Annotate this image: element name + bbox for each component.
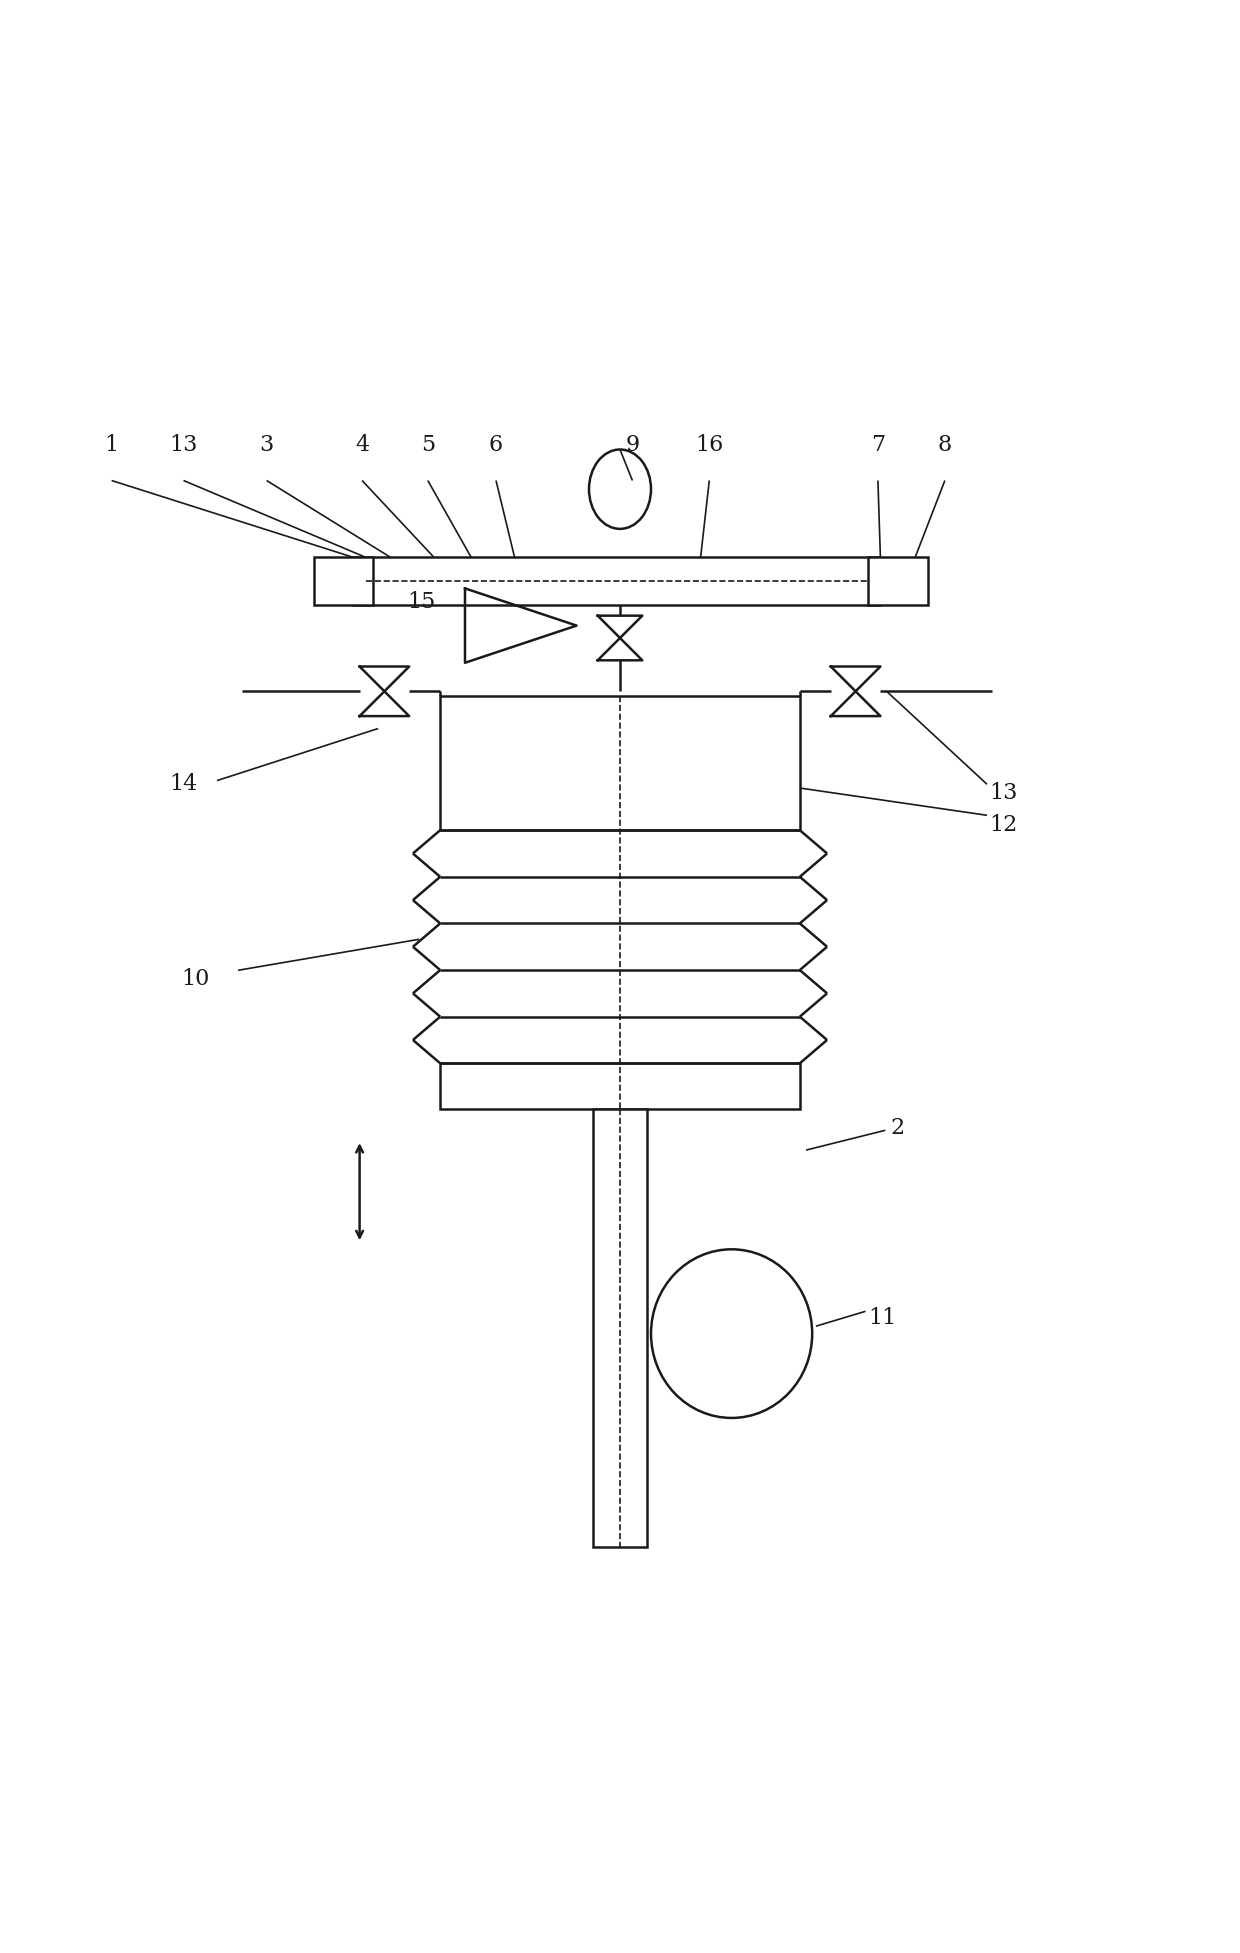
Text: 13: 13: [170, 434, 197, 455]
Text: 15: 15: [408, 592, 435, 613]
Text: 9: 9: [625, 434, 640, 455]
Text: 12: 12: [990, 814, 1018, 836]
Text: 5: 5: [420, 434, 435, 455]
Ellipse shape: [651, 1250, 812, 1418]
Text: 8: 8: [937, 434, 952, 455]
Text: 7: 7: [870, 434, 885, 455]
Text: 3: 3: [259, 434, 274, 455]
Text: 14: 14: [170, 773, 197, 795]
Text: 11: 11: [868, 1307, 897, 1328]
Text: 16: 16: [696, 434, 723, 455]
Ellipse shape: [589, 449, 651, 529]
Text: 6: 6: [489, 434, 503, 455]
Bar: [314, 557, 373, 605]
Text: 13: 13: [990, 781, 1018, 805]
Bar: [353, 557, 880, 605]
Bar: [868, 557, 928, 605]
Bar: [440, 697, 800, 830]
Text: 4: 4: [355, 434, 370, 455]
Text: 1: 1: [104, 434, 119, 455]
Text: 10: 10: [182, 969, 210, 990]
Bar: [593, 1109, 647, 1547]
Bar: [440, 1062, 800, 1109]
Text: 2: 2: [890, 1117, 904, 1139]
